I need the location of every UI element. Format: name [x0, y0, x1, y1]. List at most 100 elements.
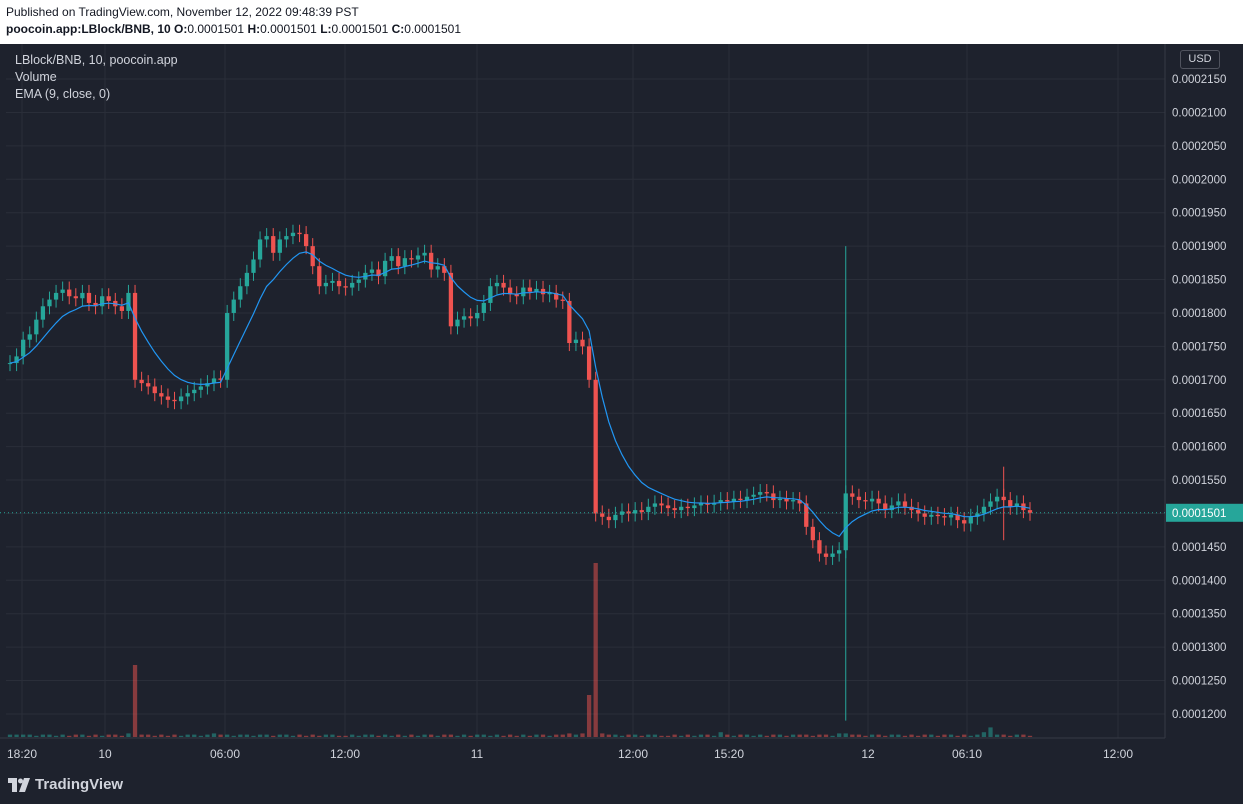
- volume-bar: [988, 727, 993, 737]
- candle-body: [165, 396, 171, 400]
- legend-symbol[interactable]: LBlock/BNB, 10, poocoin.app: [15, 53, 178, 67]
- candle-body: [804, 503, 809, 527]
- candle-body: [764, 492, 769, 494]
- volume-bar: [626, 734, 631, 737]
- legend-ema[interactable]: EMA (9, close, 0): [15, 87, 111, 101]
- volume-bar: [764, 735, 769, 737]
- volume-bar: [593, 563, 598, 737]
- volume-bar: [731, 735, 737, 737]
- chart-legend: LBlock/BNB, 10, poocoin.app Volume EMA (…: [15, 52, 178, 103]
- volume-bar: [369, 734, 375, 737]
- candle-body: [257, 239, 263, 260]
- volume-bar: [21, 734, 26, 737]
- volume-bar: [67, 735, 72, 737]
- volume-bar: [244, 734, 250, 737]
- volume-bar: [126, 733, 131, 737]
- candle-body: [922, 513, 927, 517]
- volume-bar: [402, 735, 407, 737]
- volume-bar: [172, 734, 177, 737]
- volume-bar: [113, 734, 118, 737]
- candle-body: [850, 493, 855, 497]
- candle-body: [271, 236, 276, 253]
- candle-body: [962, 520, 967, 524]
- volume-bar: [396, 734, 401, 737]
- candle-body: [935, 514, 941, 517]
- volume-bar: [297, 734, 302, 737]
- volume-bar: [896, 734, 901, 737]
- currency-button[interactable]: USD: [1180, 50, 1220, 69]
- volume-bar: [521, 734, 526, 737]
- candle-body: [981, 506, 987, 514]
- volume-bar: [613, 734, 618, 737]
- candle-body: [369, 269, 375, 273]
- candle-body: [758, 492, 763, 495]
- candle-body: [7, 363, 13, 365]
- candle-body: [290, 232, 296, 237]
- volume-bar: [685, 734, 690, 737]
- volume-bar: [488, 735, 493, 737]
- candle-body: [356, 279, 361, 283]
- candle-body: [738, 498, 743, 501]
- candle-body: [823, 553, 829, 557]
- candle-body: [60, 289, 65, 293]
- volume-bar: [93, 734, 98, 737]
- candle-body: [698, 503, 704, 506]
- volume-bar: [475, 734, 480, 737]
- volume-bar: [810, 735, 815, 737]
- x-tick-label: 06:10: [952, 747, 982, 761]
- volume-bar: [448, 734, 454, 737]
- candle-body: [297, 232, 302, 235]
- candle-body: [547, 292, 552, 295]
- candle-body: [178, 396, 184, 402]
- candle-body: [494, 282, 500, 287]
- published-text: Published on TradingView.com, November 1…: [6, 5, 359, 19]
- volume-bar: [330, 734, 335, 737]
- volume-bar: [507, 734, 513, 737]
- open-label: O:: [174, 22, 188, 36]
- tradingview-logo[interactable]: TradingView: [8, 776, 123, 793]
- high-label: H:: [247, 22, 261, 36]
- candle-body: [172, 399, 177, 402]
- volume-bar: [60, 734, 65, 737]
- y-tick-label: 0.0002100: [1172, 107, 1226, 119]
- y-tick-label: 0.0001750: [1172, 341, 1226, 353]
- volume-bar: [317, 735, 322, 737]
- candle-body: [876, 498, 881, 504]
- volume-bar: [942, 734, 947, 737]
- y-tick-label: 0.0001250: [1172, 676, 1226, 688]
- candle-body: [284, 236, 289, 240]
- price-chart[interactable]: 0.0002150 0.0002100 0.0002050 0.0002000 0.00…: [0, 44, 1243, 768]
- volume-bar: [284, 734, 289, 737]
- volume-bar: [619, 735, 625, 737]
- volume-bar: [869, 734, 875, 737]
- volume-bar: [271, 735, 276, 737]
- candle-body: [810, 526, 815, 541]
- candle-body: [310, 246, 315, 267]
- candle-body: [475, 312, 480, 319]
- volume-bar: [257, 734, 263, 737]
- candle-body: [797, 500, 802, 504]
- candle-body: [244, 272, 250, 287]
- volume-bar: [698, 734, 704, 737]
- candle-body: [376, 269, 381, 277]
- volume-bar: [238, 734, 243, 737]
- candle-body: [336, 280, 342, 287]
- legend-volume[interactable]: Volume: [15, 70, 57, 84]
- volume-bar: [442, 734, 447, 737]
- volume-bar: [205, 734, 210, 737]
- candle-body: [14, 356, 19, 364]
- volume-bar: [1001, 734, 1006, 737]
- volume-bar: [343, 735, 348, 737]
- candle-body: [777, 498, 783, 501]
- candle-body: [665, 505, 671, 509]
- volume-bar: [363, 734, 368, 737]
- candle-body: [915, 510, 921, 514]
- volume-bar: [494, 734, 500, 737]
- volume-bar: [501, 735, 506, 737]
- candle-body: [1014, 503, 1019, 507]
- candle-body: [238, 286, 243, 300]
- volume-bar: [178, 735, 184, 737]
- volume-bar: [455, 735, 460, 737]
- candle-body: [514, 294, 519, 297]
- candle-body: [948, 514, 954, 518]
